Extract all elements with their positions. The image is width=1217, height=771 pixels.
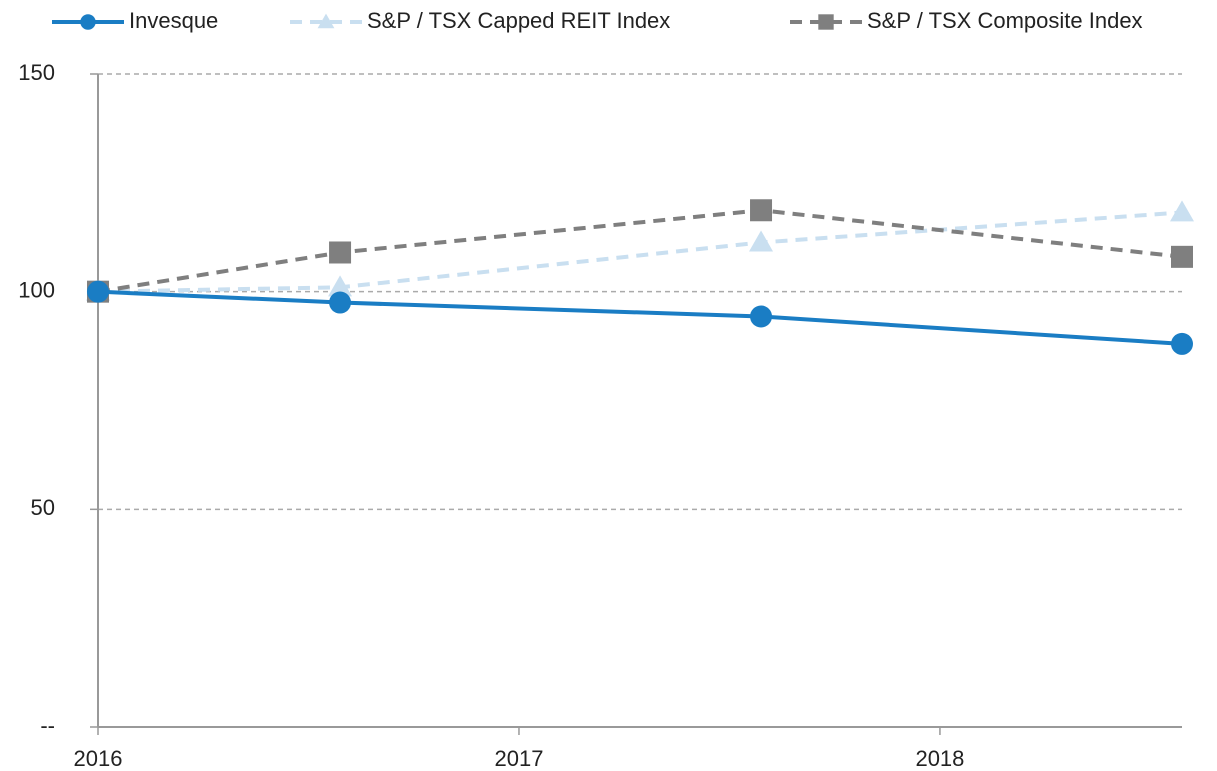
legend-marker [818,14,834,30]
legend-label: S&P / TSX Composite Index [867,8,1143,33]
x-tick-label: 2017 [494,746,543,771]
data-point [87,280,109,303]
y-tick-label: 100 [18,277,55,302]
data-point [1171,332,1193,355]
y-tick-label: 150 [18,60,55,85]
data-point [329,241,352,264]
data-point [749,230,774,252]
series-line [97,210,1183,294]
legend-marker [317,13,335,29]
series-line [97,208,1183,294]
series-line [97,289,1183,346]
legend-label: Invesque [129,8,218,33]
data-point [750,199,773,222]
x-tick-label: 2016 [74,746,123,771]
data-point [329,291,352,314]
y-tick-label: 50 [31,495,55,520]
data-point [1170,200,1194,222]
data-point [328,275,353,297]
data-point [1171,245,1193,268]
y-tick-label: -- [40,713,55,738]
data-point [750,305,773,328]
x-tick-label: 2018 [915,746,964,771]
legend-marker [80,14,96,30]
legend-label: S&P / TSX Capped REIT Index [367,8,670,33]
